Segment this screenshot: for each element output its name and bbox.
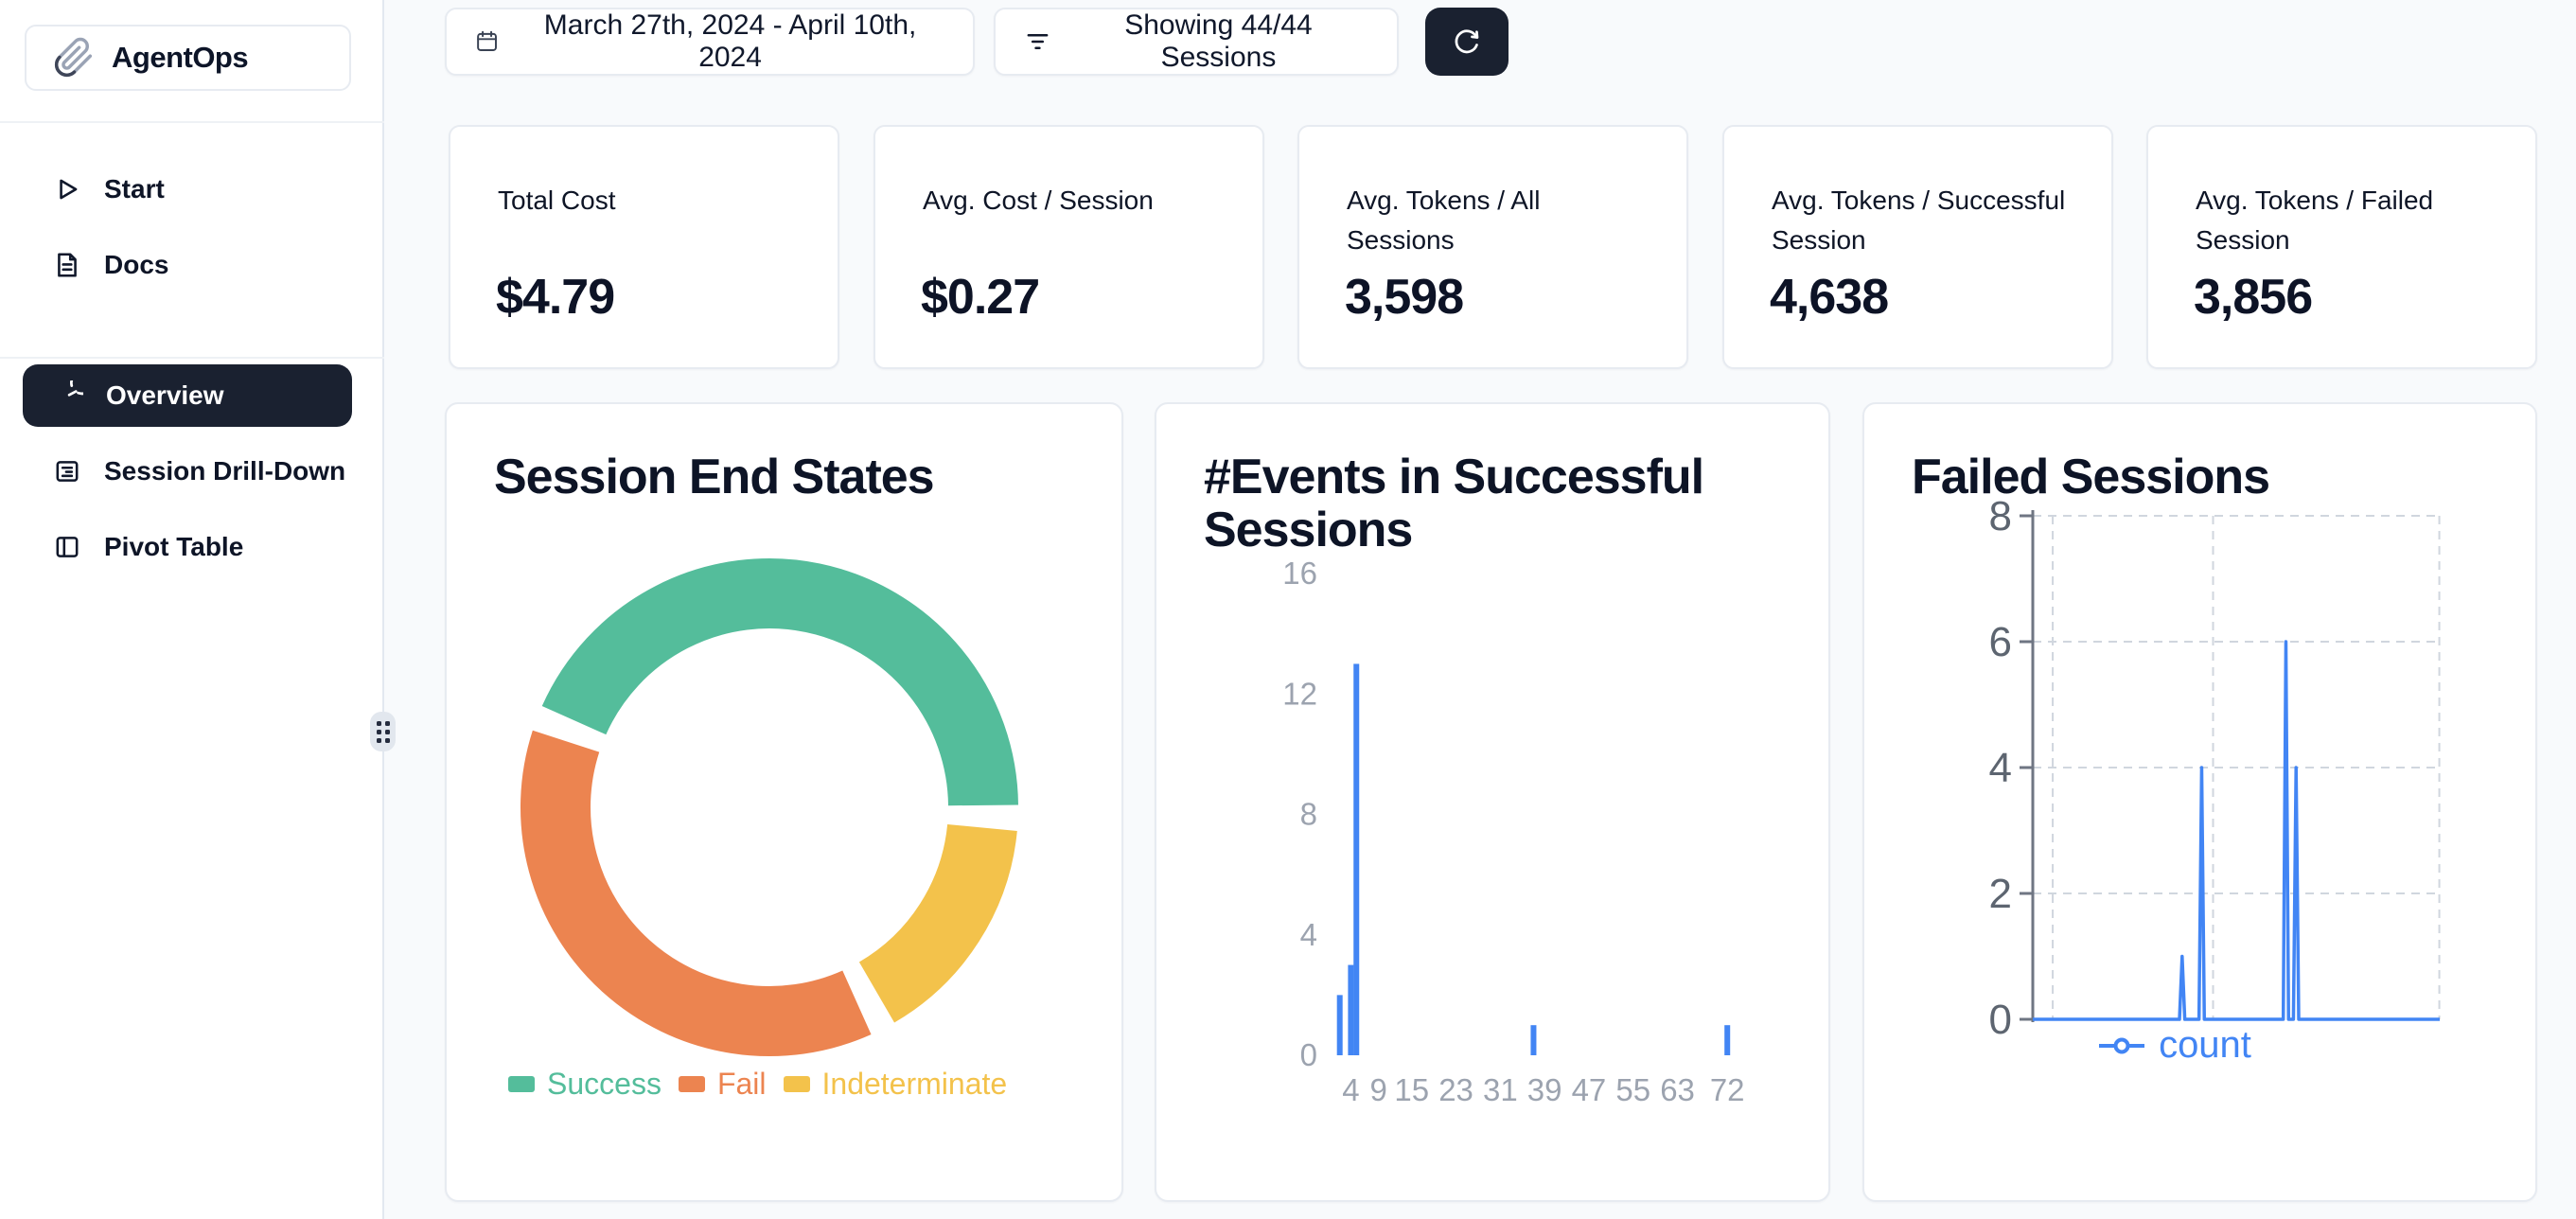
stat-value: $0.27 xyxy=(921,270,1040,325)
filter-lines-icon xyxy=(1027,33,1049,50)
donut-legend: Success Fail Indeterminate xyxy=(508,1067,1007,1102)
chart-card-failed-sessions: Failed Sessions 0 2 4 6 8 count xyxy=(1862,402,2537,1202)
refresh-button[interactable] xyxy=(1425,8,1509,76)
stat-label: Avg. Cost / Session xyxy=(923,186,1154,215)
svg-text:9: 9 xyxy=(1369,1072,1386,1107)
stat-card-total-cost: Total Cost $4.79 xyxy=(449,125,839,369)
chart-title: Failed Sessions xyxy=(1912,450,2270,504)
date-range-label: March 27th, 2024 - April 10th, 2024 xyxy=(543,9,917,73)
legend-item-success[interactable]: Success xyxy=(508,1067,662,1102)
stat-value: 4,638 xyxy=(1770,270,1889,325)
sidebar-divider xyxy=(0,357,384,359)
play-icon xyxy=(60,179,78,200)
donut-chart xyxy=(520,558,1018,1056)
list-box-icon xyxy=(56,461,79,482)
sidebar-item-session-drill-down[interactable]: Session Drill-Down xyxy=(23,443,352,500)
paperclip-icon xyxy=(54,37,93,78)
legend-item-indeterminate[interactable]: Indeterminate xyxy=(783,1067,1008,1102)
svg-text:23: 23 xyxy=(1438,1072,1473,1107)
session-filter-label: Showing 44/44 Sessions xyxy=(1124,9,1313,73)
sidebar-resize-handle[interactable] xyxy=(370,712,396,751)
svg-text:15: 15 xyxy=(1394,1072,1429,1107)
split-panel-icon xyxy=(56,537,79,557)
svg-text:6: 6 xyxy=(1989,619,2012,665)
count-legend-label: count xyxy=(2159,1024,2251,1066)
stat-value: 3,856 xyxy=(2194,270,2313,325)
svg-text:31: 31 xyxy=(1483,1072,1518,1107)
stat-card-avg-cost-session: Avg. Cost / Session $0.27 xyxy=(873,125,1264,369)
stat-card-avg-tokens-failed: Avg. Tokens / Failed Session 3,856 xyxy=(2146,125,2537,369)
app-logo[interactable]: AgentOps xyxy=(25,25,351,91)
chart-card-session-end-states: Session End States Success Fail Indetermin… xyxy=(445,402,1123,1202)
svg-text:8: 8 xyxy=(1300,797,1317,832)
sidebar-item-start[interactable]: Start xyxy=(23,161,352,218)
stat-label: Total Cost xyxy=(498,186,616,215)
legend-swatch xyxy=(508,1076,535,1092)
svg-text:4: 4 xyxy=(1989,745,2012,791)
line-dot-marker xyxy=(2099,1037,2145,1053)
failed-sessions-line-chart: 0 2 4 6 8 xyxy=(1989,493,2441,1043)
sidebar-item-label: Session Drill-Down xyxy=(104,456,346,486)
stat-value: $4.79 xyxy=(496,270,615,325)
sidebar-divider xyxy=(0,121,384,123)
svg-text:72: 72 xyxy=(1710,1072,1745,1107)
stat-label: Avg. Tokens / Successful Session xyxy=(1772,186,2066,255)
svg-text:4: 4 xyxy=(1342,1072,1359,1107)
legend-swatch xyxy=(783,1076,810,1092)
svg-text:63: 63 xyxy=(1660,1072,1695,1107)
session-filter-button[interactable]: Showing 44/44 Sessions xyxy=(994,8,1399,76)
svg-text:8: 8 xyxy=(1989,493,2012,539)
sidebar-item-label: Start xyxy=(104,174,165,203)
svg-text:2: 2 xyxy=(1989,871,2012,917)
sidebar-item-overview[interactable]: Overview xyxy=(23,364,352,427)
date-range-button[interactable]: March 27th, 2024 - April 10th, 2024 xyxy=(445,8,975,76)
legend-label: Success xyxy=(547,1067,662,1101)
svg-text:4: 4 xyxy=(1300,917,1317,952)
sidebar-item-label: Docs xyxy=(104,250,169,279)
legend-item-fail[interactable]: Fail xyxy=(678,1067,767,1102)
refresh-icon xyxy=(1455,29,1479,54)
stat-label: Avg. Tokens / Failed Session xyxy=(2196,186,2434,255)
stat-card-avg-tokens-successful: Avg. Tokens / Successful Session 4,638 xyxy=(1722,125,2113,369)
stat-card-avg-tokens-all: Avg. Tokens / All Sessions 3,598 xyxy=(1297,125,1688,369)
svg-text:0: 0 xyxy=(1989,997,2012,1043)
sidebar: AgentOps Start Docs Overview Session Dri… xyxy=(0,0,384,1219)
legend-label: Fail xyxy=(716,1067,767,1101)
stat-value: 3,598 xyxy=(1345,270,1464,325)
svg-text:12: 12 xyxy=(1282,676,1317,711)
chart-title: #Events in Successful Sessions xyxy=(1204,450,1704,557)
app-name: AgentOps xyxy=(112,41,249,74)
document-icon xyxy=(58,253,77,277)
legend-label: Indeterminate xyxy=(821,1067,1008,1101)
chart-title: Session End States xyxy=(494,450,935,504)
svg-text:55: 55 xyxy=(1615,1072,1650,1107)
stat-label: Avg. Tokens / All Sessions xyxy=(1347,186,1541,255)
legend-swatch xyxy=(678,1076,705,1092)
calendar-icon xyxy=(477,30,497,51)
count-legend-item[interactable]: count xyxy=(2033,1024,2440,1067)
gauge-icon xyxy=(67,380,83,397)
svg-text:47: 47 xyxy=(1572,1072,1607,1107)
sidebar-item-label: Pivot Table xyxy=(104,532,244,561)
chart-card-events-histogram: #Events in Successful Sessions 16 12 8 4 0 4 9… xyxy=(1155,402,1830,1202)
svg-text:0: 0 xyxy=(1300,1037,1317,1072)
sidebar-item-pivot-table[interactable]: Pivot Table xyxy=(23,519,352,575)
sidebar-item-docs[interactable]: Docs xyxy=(23,237,352,293)
sidebar-item-label: Overview xyxy=(106,380,224,410)
svg-text:39: 39 xyxy=(1527,1072,1562,1107)
svg-text:16: 16 xyxy=(1282,556,1317,591)
